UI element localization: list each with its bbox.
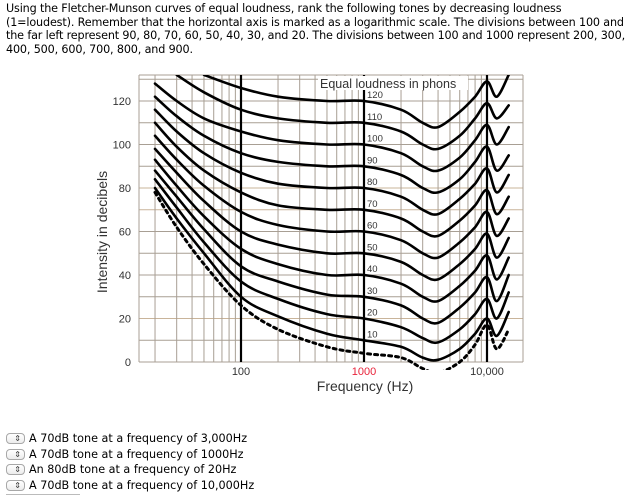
y-tick-label: 40 <box>119 270 131 282</box>
phon-label: 100 <box>367 134 383 145</box>
select-arrows-icon: ⇕ <box>14 465 21 475</box>
y-axis-label: Intensity in decibels <box>94 171 110 293</box>
phon-curve-20 <box>153 178 510 345</box>
phon-curve-50 <box>153 147 510 282</box>
answer-row: ⇕ A 70dB tone at a frequency of 1000Hz <box>6 447 254 463</box>
phon-curve-60 <box>153 134 510 260</box>
y-tick-label: 80 <box>119 183 131 195</box>
divider <box>6 494 80 495</box>
select-arrows-icon: ⇕ <box>14 434 21 444</box>
answer-row: ⇕ An 80dB tone at a frequency of 20Hz <box>6 462 254 478</box>
phon-label: 120 <box>367 90 383 101</box>
phon-curve-100 <box>153 82 510 173</box>
question-text: Using the Fletcher-Munson curves of equa… <box>6 2 626 56</box>
phon-curve-30 <box>153 169 510 325</box>
x-axis-label: Frequency (Hz) <box>317 378 413 394</box>
answer-list: ⇕ A 70dB tone at a frequency of 3,000Hz … <box>6 431 254 493</box>
y-tick-label: 60 <box>119 227 131 239</box>
chart-title: Equal loudness in phons <box>320 77 456 91</box>
phon-label: 20 <box>367 308 378 319</box>
y-tick-label: 100 <box>113 140 131 152</box>
phon-label: 40 <box>367 264 378 275</box>
phon-label: 70 <box>367 199 378 210</box>
select-arrows-icon: ⇕ <box>14 449 21 459</box>
x-tick-label: 1000 <box>352 366 376 378</box>
answer-label: A 70dB tone at a frequency of 1000Hz <box>29 447 244 461</box>
phon-curve-40 <box>153 158 510 303</box>
y-tick-label: 0 <box>125 357 131 369</box>
answer-label: An 80dB tone at a frequency of 20Hz <box>29 463 237 477</box>
answer-row: ⇕ A 70dB tone at a frequency of 10,000Hz <box>6 478 254 494</box>
answer-row: ⇕ A 70dB tone at a frequency of 3,000Hz <box>6 431 254 447</box>
rank-select[interactable]: ⇕ <box>6 433 25 445</box>
phon-curve-120 <box>202 75 510 129</box>
x-tick-label: 10,000 <box>470 366 504 378</box>
answer-label: A 70dB tone at a frequency of 10,000Hz <box>29 478 255 492</box>
phon-label: 30 <box>367 286 378 297</box>
y-tick-label: 20 <box>119 314 131 326</box>
fletcher-munson-chart: 120 110 100 90 80 70 60 50 40 30 20 10 Equal loudnes… <box>94 74 524 394</box>
rank-select[interactable]: ⇕ <box>6 464 25 476</box>
phon-label: 110 <box>367 112 382 123</box>
rank-select[interactable]: ⇕ <box>6 479 25 491</box>
phon-label: 90 <box>367 155 378 166</box>
phon-curve-70 <box>153 121 510 238</box>
y-tick-label: 120 <box>113 96 131 108</box>
phon-label: 50 <box>367 242 378 253</box>
phon-label: 80 <box>367 177 378 188</box>
rank-select[interactable]: ⇕ <box>6 448 25 460</box>
threshold-curve <box>153 190 511 370</box>
phon-label: 10 <box>367 329 378 340</box>
phon-curve-90 <box>153 95 510 195</box>
phon-curve-80 <box>153 108 510 216</box>
x-tick-label: 100 <box>232 366 250 378</box>
phon-curve-10 <box>153 186 510 362</box>
phon-curve-110 <box>175 75 510 151</box>
answer-label: A 70dB tone at a frequency of 3,000Hz <box>29 432 248 446</box>
phon-label: 60 <box>367 221 378 232</box>
select-arrows-icon: ⇕ <box>14 480 21 490</box>
